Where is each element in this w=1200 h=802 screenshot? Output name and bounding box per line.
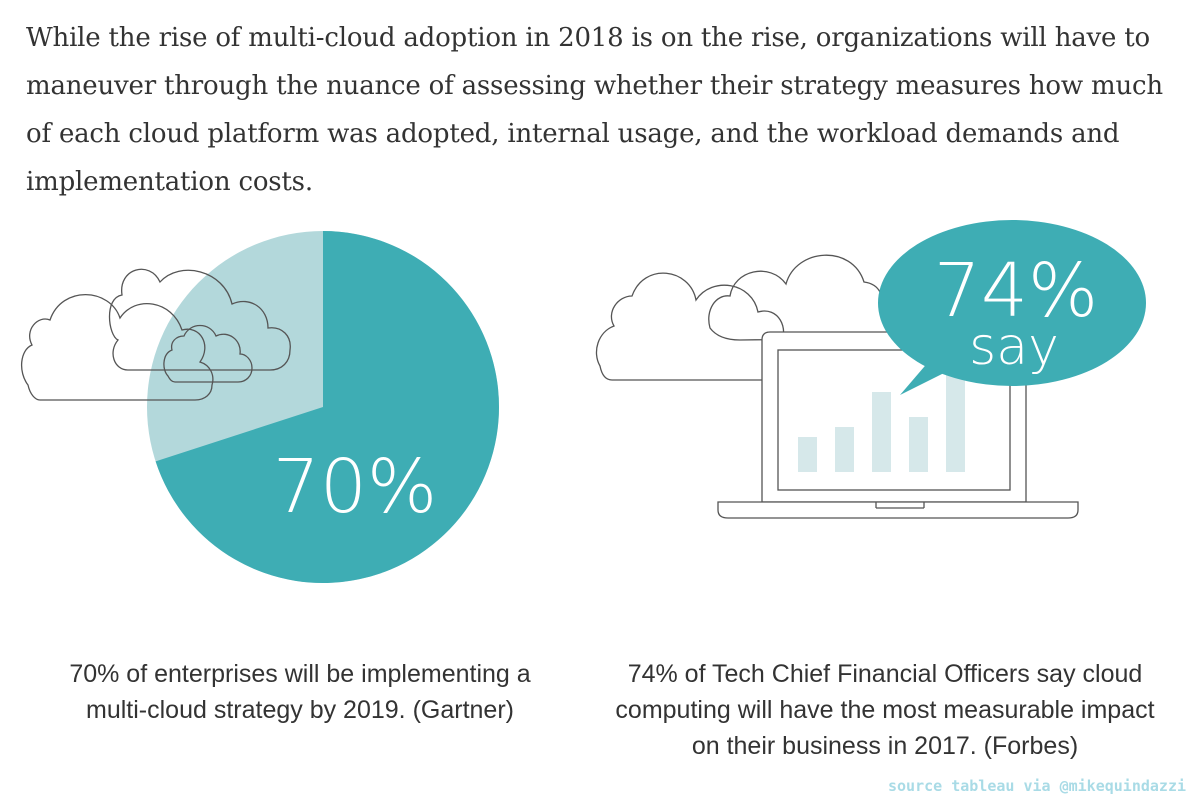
laptop-bar	[946, 372, 965, 472]
cloud-front-icon	[708, 254, 890, 341]
laptop-bar	[909, 417, 928, 472]
laptop-bar	[872, 392, 891, 472]
laptop-screen-inner	[777, 349, 1011, 491]
laptop-base	[717, 501, 1079, 519]
source-credit: source tableau via @mikequindazzi	[887, 777, 1186, 795]
cloud-small-icon	[163, 324, 253, 383]
laptop-bar-chart	[798, 372, 965, 472]
cloud-large-icon	[21, 294, 214, 401]
right-caption: 74% of Tech Chief Financial Officers say…	[615, 660, 1155, 760]
pie-slice-70	[155, 231, 499, 584]
left-stat: 70%	[273, 444, 437, 530]
laptop-bar	[798, 437, 817, 472]
cloud-icons-left	[21, 268, 291, 401]
right-stat-sub: say	[969, 317, 1059, 377]
laptop-bar	[835, 427, 854, 472]
left-caption: 70% of enterprises will be implementing …	[69, 660, 531, 724]
speech-bubble: 74% say	[878, 220, 1146, 395]
intro-paragraph: While the rise of multi-cloud adoption i…	[26, 23, 1163, 197]
cloud-medium-icon	[108, 268, 291, 371]
pie-chart	[147, 231, 499, 584]
right-stat: 74%	[934, 248, 1098, 334]
speech-bubble-body	[878, 220, 1146, 386]
